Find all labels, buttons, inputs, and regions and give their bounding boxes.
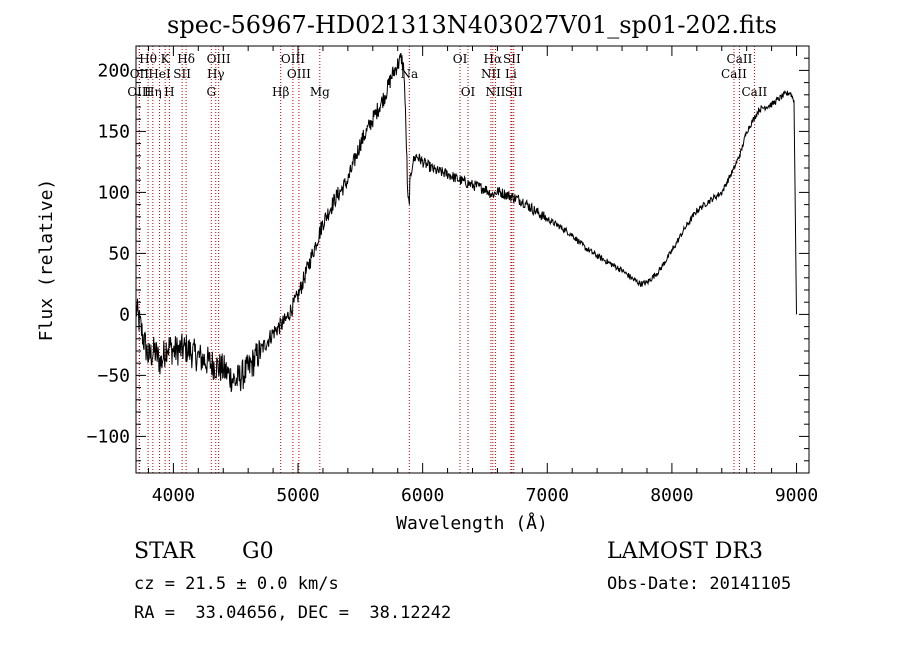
line-label-12: OIII — [281, 52, 305, 66]
line-label-14: Hβ — [272, 85, 289, 99]
line-label-18: OI — [461, 85, 476, 99]
line-label-7: SII — [173, 67, 191, 81]
line-label-4: K — [161, 52, 171, 66]
line-label-22: Li — [505, 67, 517, 81]
y-tick-label-4: 100 — [97, 182, 130, 203]
y-axis: −100 −50 0 50 100 150 200 — [87, 57, 809, 462]
y-tick-label-6: 200 — [97, 60, 130, 81]
y-tick-label-1: −50 — [97, 365, 130, 386]
line-label-3: Hη — [144, 85, 162, 99]
line-label-23: NII — [485, 85, 505, 99]
redshift-value: cz = 21.5 ± 0.0 km/s — [134, 574, 339, 594]
line-label-24: SII — [505, 85, 523, 99]
line-label-21: NII — [481, 67, 501, 81]
line-label-17: OI — [453, 52, 468, 66]
object-class: STAR — [134, 539, 195, 564]
line-label-10: Hγ — [207, 67, 225, 81]
x-tick-label-3: 7000 — [526, 485, 569, 506]
line-label-16: Na — [400, 67, 418, 81]
y-axis-label: Flux (relative) — [36, 179, 57, 342]
x-tick-label-1: 5000 — [276, 485, 319, 506]
object-subclass: G0 — [242, 539, 274, 564]
line-label-25: CaII — [727, 52, 753, 66]
line-label-19: Hα — [484, 52, 503, 66]
plot-frame — [135, 45, 810, 474]
coordinates: RA = 33.04656, DEC = 38.12242 — [134, 603, 452, 623]
line-label-26: CaII — [721, 67, 747, 81]
line-label-8: Hδ — [177, 52, 195, 66]
x-axis-label: Wavelength (Å) — [396, 512, 548, 534]
y-tick-label-0: −100 — [87, 426, 130, 447]
line-label-20: SII — [503, 52, 521, 66]
chart-title: spec-56967-HD021313N403027V01_sp01-202.f… — [167, 11, 777, 39]
x-tick-label-4: 8000 — [650, 485, 693, 506]
line-label-13: OIII — [287, 67, 311, 81]
x-tick-label-0: 4000 — [152, 485, 195, 506]
x-tick-label-2: 6000 — [401, 485, 444, 506]
x-tick-label-5: 9000 — [775, 485, 818, 506]
line-label-9: OIII — [207, 52, 231, 66]
y-tick-label-5: 150 — [97, 121, 130, 142]
line-label-11: G — [206, 85, 216, 99]
line-label-6: HeI — [148, 67, 171, 81]
y-tick-label-2: 0 — [119, 304, 130, 325]
line-label-5: H — [164, 85, 174, 99]
spectrum-line — [135, 52, 797, 393]
line-label-2: OIII — [127, 85, 151, 99]
line-label-15: Mg — [310, 85, 330, 99]
line-label-27: CaII — [741, 85, 767, 99]
observation-date: Obs-Date: 20141105 — [607, 574, 792, 594]
line-label-0: Hθ — [139, 52, 157, 66]
x-axis: 4000 5000 6000 7000 8000 9000 — [147, 46, 818, 506]
survey-name: LAMOST DR3 — [607, 539, 763, 564]
y-tick-label-3: 50 — [108, 243, 130, 264]
